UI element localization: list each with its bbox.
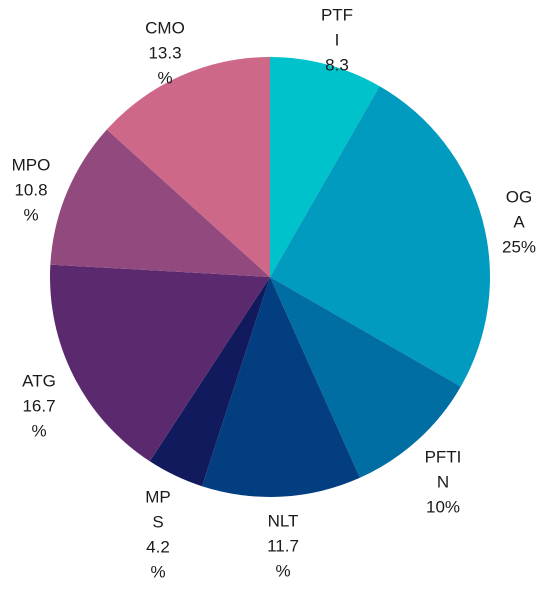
- slice-label-line: 16.7: [22, 396, 55, 415]
- slice-label-line: A: [513, 212, 525, 231]
- pie-slice-ptfi: [270, 56, 380, 277]
- slice-label-line: PFTI: [425, 447, 462, 466]
- slice-label-line: 11.7: [267, 536, 299, 555]
- slice-label-line: 13.3: [148, 43, 181, 62]
- slice-label-line: PTF: [321, 5, 353, 24]
- pie-labels: PTF I 8.3 OG A 25% PFTI N 10% NLT 11.7 % MP S 4.2 % ATG 1…: [12, 5, 536, 581]
- slice-label-line: MP: [145, 487, 171, 506]
- slice-label-mpo: MPO 10.8%: [12, 155, 51, 224]
- pie-slice-atg: [49, 264, 271, 462]
- slice-label-nlt: NLT 11.7%: [267, 511, 299, 580]
- slice-label-line: CMO: [145, 18, 185, 37]
- slice-label-line: S: [152, 512, 163, 531]
- slice-label-mps: MP S 4.2%: [145, 487, 171, 581]
- slice-label-line: 10.8: [14, 180, 47, 199]
- slice-label-oga: OG A 25%: [502, 187, 536, 256]
- slice-label-line: NLT: [268, 511, 299, 530]
- pie-slice-nlt: [202, 277, 360, 497]
- slice-label-ptfi: PTF I 8.3: [321, 5, 353, 74]
- slice-label-line: 8.3: [325, 55, 349, 74]
- slice-label-line: %: [157, 68, 172, 87]
- pie-slice-cmo: [106, 57, 270, 277]
- slice-label-line: 4.2: [146, 537, 170, 556]
- pie-slice-oga: [270, 86, 491, 387]
- slice-label-line: %: [23, 205, 38, 224]
- slice-label-line: MPO: [12, 155, 51, 174]
- slice-label-line: %: [275, 561, 290, 580]
- pie-slice-mpo: [50, 129, 270, 277]
- slice-label-line: 10%: [426, 497, 460, 516]
- slice-label-pftin: PFTI N 10%: [425, 447, 462, 516]
- pie-slice-mps: [149, 277, 270, 487]
- slice-label-line: %: [150, 562, 165, 581]
- slice-label-line: ATG: [22, 371, 56, 390]
- slice-label-line: I: [335, 30, 340, 49]
- slice-label-cmo: CMO 13.3%: [145, 18, 185, 87]
- slice-label-line: 25%: [502, 237, 536, 256]
- slice-label-atg: ATG 16.7%: [22, 371, 56, 440]
- pie-slice-pftin: [270, 277, 461, 478]
- slice-label-line: N: [437, 472, 449, 491]
- pie-slices: [49, 56, 491, 497]
- slice-label-line: %: [31, 421, 46, 440]
- slice-label-line: OG: [506, 187, 532, 206]
